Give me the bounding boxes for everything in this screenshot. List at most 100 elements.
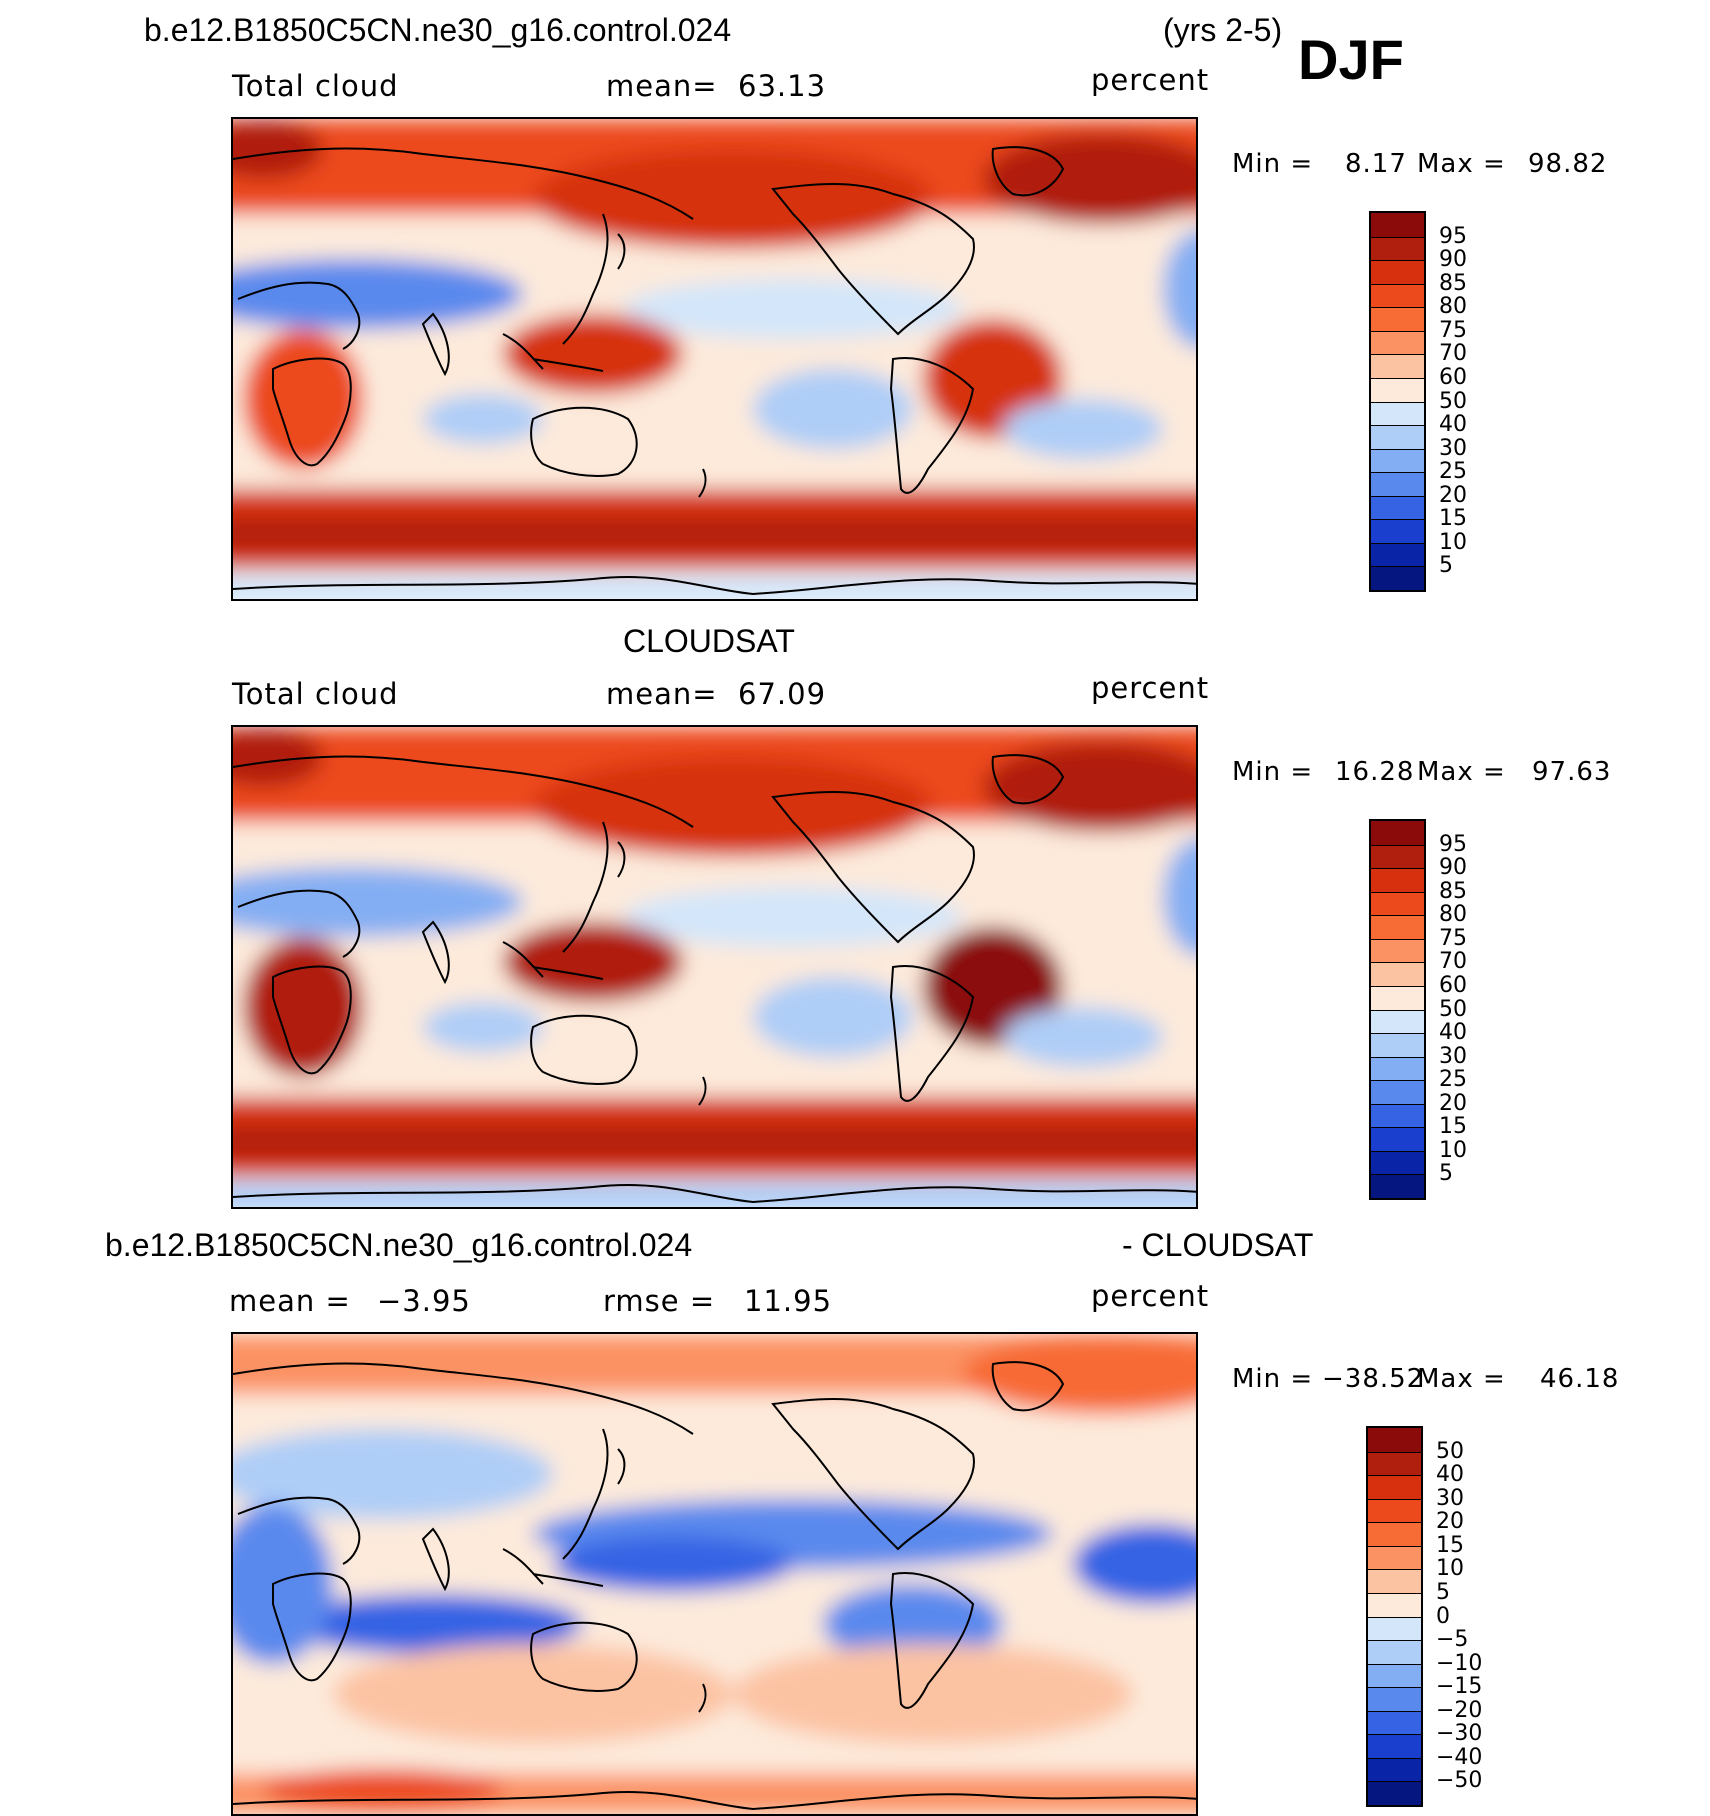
colorbar-cell [1371,542,1424,567]
panel2-max-label: Max = [1417,757,1506,787]
coastline [771,183,975,336]
coastline [991,146,1065,197]
contour-region [983,134,1196,224]
panel3-rmse-value: 11.95 [744,1284,833,1318]
colorbar-cell [1368,1545,1421,1570]
colorbar-cell [1371,1080,1424,1104]
colorbar-cell [1371,891,1424,916]
colorbar-cell [1371,915,1424,939]
antarctic-band [233,1182,1196,1207]
colorbar-tick-label: 15 [1439,506,1467,532]
coastline [502,1548,604,1587]
colorbar-cell [1371,962,1424,986]
contour-region [233,1429,553,1519]
colorbar-cell [1371,213,1424,237]
colorbar-tick-label: 40 [1439,1020,1467,1046]
colorbar-cell [1368,1616,1421,1641]
panel2-min-value: 16.28 [1335,757,1415,787]
central-africa [243,329,363,469]
dry-subtropics [233,259,523,329]
coastline [502,941,604,980]
contour-region [233,727,323,787]
coastline [617,841,626,878]
contour-region [553,1536,793,1592]
coastline [698,1076,707,1106]
colorbar-cell [1371,236,1424,261]
colorbar-cell [1368,1640,1421,1664]
colorbar-tick-label: 30 [1439,1043,1467,1069]
colorbar-cell [1368,1428,1421,1452]
colorbar-tick-label: −20 [1436,1697,1483,1723]
colorbar-cell [1371,1150,1424,1175]
colorbar-tick-label: 90 [1439,855,1467,881]
colorbar-cell [1371,354,1424,378]
contour-region [1003,399,1163,459]
contour-region [283,1594,583,1654]
panel3-colorbar [1366,1426,1423,1807]
colorbar-cell [1368,1710,1421,1735]
colorbar-tick-label: 95 [1439,831,1467,857]
coastline [421,920,450,985]
colorbar-tick-label: 10 [1439,1137,1467,1163]
colorbar-cell [1368,1687,1421,1711]
colorbar-tick-label: 10 [1436,1556,1464,1582]
colorbar-cell [1371,260,1424,284]
coastline [272,965,352,1075]
colorbar-cell [1371,448,1424,473]
colorbar-tick-label: −10 [1436,1650,1483,1676]
panel3-map [231,1332,1198,1816]
colorbar-tick-label: −15 [1436,1674,1483,1700]
coastline [233,1362,694,1435]
colorbar-cell [1371,1056,1424,1081]
coastline [617,1448,626,1485]
colorbar-tick-label: −40 [1436,1744,1483,1770]
central-africa [243,937,363,1077]
colorbar-tick-label: 30 [1439,435,1467,461]
coastline [698,468,707,498]
colorbar-tick-label: 85 [1439,878,1467,904]
coastline [562,213,609,345]
coastline [233,1184,1196,1204]
colorbar-tick-label: 30 [1436,1485,1464,1511]
colorbar-cell [1371,1009,1424,1034]
panel1-min-value: 8.17 [1345,149,1407,179]
panel3-mean-label: mean = [229,1284,351,1318]
colorbar-tick-label: 60 [1439,972,1467,998]
colorbar-cell [1371,1127,1424,1151]
colorbar-tick-label: 5 [1439,1161,1453,1187]
colorbar-cell [1368,1592,1421,1617]
colorbar-cell [1368,1734,1421,1758]
coastline [421,312,450,377]
contour-region [733,1644,1133,1744]
colorbar-cell [1371,1103,1424,1128]
panel2-mean-value: 67.09 [738,677,827,711]
colorbar-cell [1371,938,1424,963]
panel3-rmse-label: rmse = [603,1284,716,1318]
colorbar-tick-label: 80 [1439,294,1467,320]
colorbar-tick-label: 25 [1439,459,1467,485]
colorbar-cell [1368,1663,1421,1688]
panel1-units: percent [1091,63,1210,97]
panel3-units: percent [1091,1279,1210,1313]
coastline [889,965,975,1102]
colorbar-cell [1371,519,1424,543]
contour-region [423,1002,543,1052]
panel1-colorbar [1369,211,1426,592]
coastline [233,576,1196,596]
contour-region [263,1769,503,1809]
coastline [991,1361,1065,1412]
colorbar-tick-label: 40 [1439,412,1467,438]
panel2-min-label: Min = [1232,757,1314,787]
colorbar-cell [1371,844,1424,869]
colorbar-tick-label: 5 [1439,553,1453,579]
colorbar-cell [1371,283,1424,308]
coastline [272,1572,352,1682]
coastline [617,233,626,270]
contour-region [623,279,963,339]
colorbar-cell [1371,821,1424,845]
colorbar-tick-label: −30 [1436,1721,1483,1747]
colorbar-tick-label: 40 [1436,1462,1464,1488]
colorbar-tick-label: 50 [1439,996,1467,1022]
coastline [530,406,638,477]
colorbar-tick-label: 20 [1439,1090,1467,1116]
